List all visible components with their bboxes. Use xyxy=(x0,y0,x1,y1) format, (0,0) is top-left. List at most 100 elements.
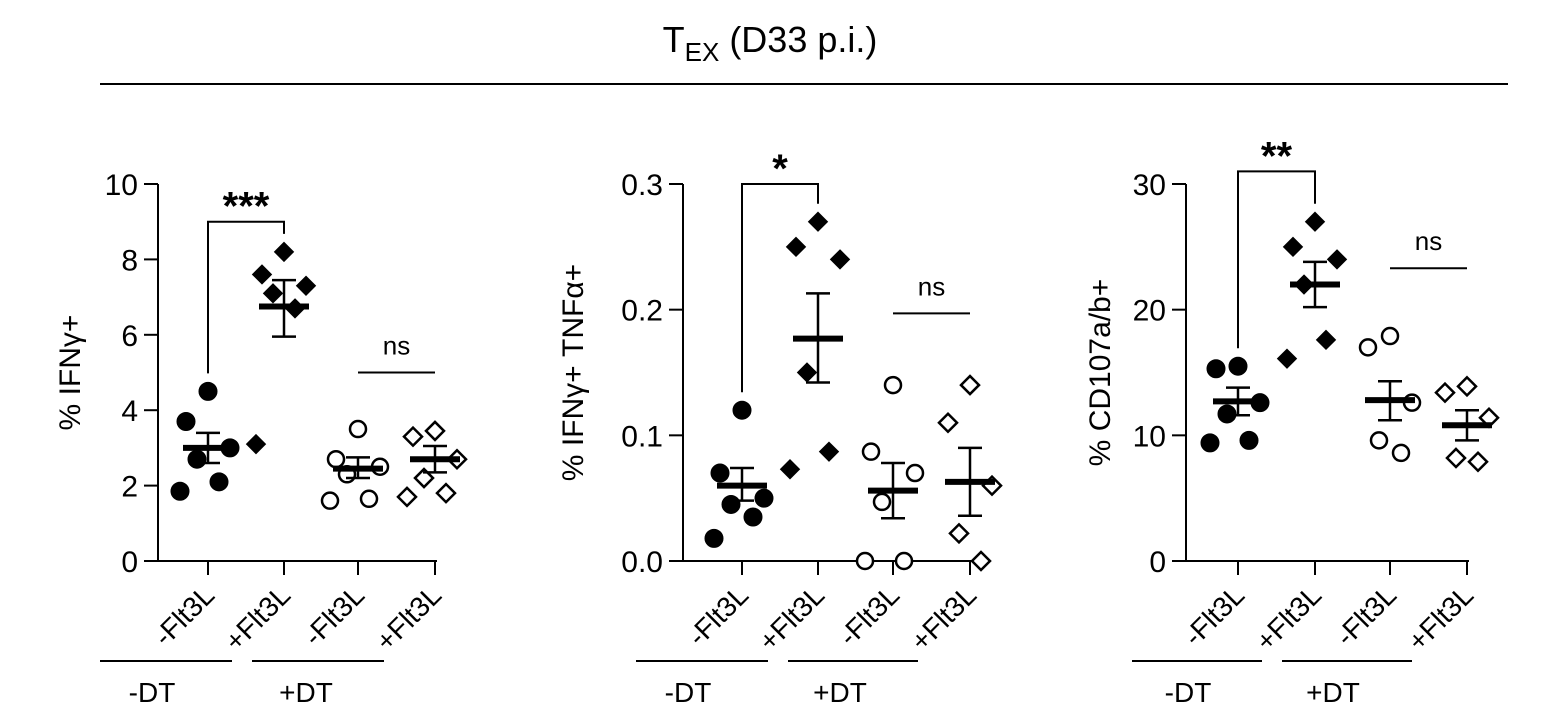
significance-label: ns xyxy=(918,271,945,301)
data-point-circle xyxy=(198,381,218,401)
data-point-circle xyxy=(320,491,340,510)
data-point-diamond xyxy=(402,425,424,448)
data-point-diamond xyxy=(1456,375,1478,398)
data-point-circle xyxy=(743,507,763,527)
data-point-circle xyxy=(1228,356,1248,376)
data-point-circle xyxy=(1239,430,1259,450)
y-axis-label: % IFNγ+ TNFα+ xyxy=(557,264,590,481)
data-point-circle xyxy=(1391,443,1411,463)
y-tick-label: 0.0 xyxy=(621,546,663,579)
data-point-circle xyxy=(894,551,914,571)
y-axis-label: % CD107a/b+ xyxy=(1084,279,1117,467)
data-point-diamond xyxy=(785,236,807,258)
significance-label: ** xyxy=(1261,134,1293,178)
data-point-diamond xyxy=(1282,236,1304,258)
significance-label: ns xyxy=(1415,226,1442,256)
x-category-label: -Flt3L xyxy=(298,579,371,652)
x-category-label: -Flt3L xyxy=(148,579,221,652)
y-tick-label: 2 xyxy=(121,471,138,504)
data-point-diamond xyxy=(424,420,446,442)
significance-bracket xyxy=(1237,170,1316,349)
group-label: -DT xyxy=(1165,677,1212,708)
y-tick-label: 0.2 xyxy=(621,295,663,328)
data-point-circle xyxy=(1200,433,1220,453)
data-point-diamond xyxy=(807,211,829,232)
figure-title-subscript: EX xyxy=(685,37,720,67)
panel-ifng-tnfa: 0.00.10.20.3% IFNγ+ TNFα+-Flt3L+Flt3L -Fl… xyxy=(557,147,1003,708)
data-point-circle xyxy=(710,463,730,483)
data-point-diamond xyxy=(251,264,273,285)
data-point-diamond xyxy=(829,249,851,270)
data-point-circle xyxy=(732,400,752,420)
data-point-diamond xyxy=(948,522,970,545)
data-point-circle xyxy=(754,488,774,508)
y-tick-label: 0 xyxy=(121,546,138,579)
data-point-circle xyxy=(1358,338,1378,357)
data-point-diamond xyxy=(818,441,840,462)
significance-label: ns xyxy=(383,331,410,361)
data-point-diamond xyxy=(1326,249,1348,270)
figure-title: TEX (D33 p.i.) xyxy=(663,19,878,67)
figure-title-main: T xyxy=(663,19,685,60)
significance-label: *** xyxy=(223,185,270,229)
significance-bracket xyxy=(207,220,285,374)
data-point-circle xyxy=(855,551,875,571)
data-point-circle xyxy=(359,489,379,509)
x-category-label: +Flt3L xyxy=(905,579,983,657)
x-category-label: +Flt3L xyxy=(370,579,448,657)
data-point-circle xyxy=(721,494,741,514)
data-point-circle xyxy=(1380,326,1400,346)
x-category-label: -Flt3L xyxy=(833,579,906,652)
y-tick-label: 30 xyxy=(1133,169,1166,202)
data-point-diamond xyxy=(1276,348,1298,369)
data-point-diamond xyxy=(1434,381,1456,404)
data-point-diamond xyxy=(779,459,801,480)
data-point-diamond xyxy=(273,241,295,263)
data-point-circle xyxy=(1206,359,1226,379)
y-tick-label: 4 xyxy=(121,395,138,428)
group-label: +DT xyxy=(279,677,333,708)
data-point-circle xyxy=(176,412,196,432)
data-point-circle xyxy=(861,442,881,461)
x-category-label: -Flt3L xyxy=(1178,579,1251,652)
data-point-diamond xyxy=(1467,450,1489,473)
group-label: -DT xyxy=(665,677,712,708)
data-point-circle xyxy=(170,481,190,501)
data-point-circle xyxy=(704,528,724,548)
x-category-label: -Flt3L xyxy=(682,579,755,652)
y-tick-label: 0.3 xyxy=(621,169,663,202)
x-category-label: -Flt3L xyxy=(1330,579,1403,652)
x-category-label: +Flt3L xyxy=(1250,579,1328,657)
data-point-diamond xyxy=(1445,447,1467,469)
y-tick-label: 0 xyxy=(1149,546,1166,579)
data-point-diamond xyxy=(1315,329,1337,351)
data-point-diamond xyxy=(396,486,418,508)
x-category-label: +Flt3L xyxy=(1402,579,1480,657)
data-point-circle xyxy=(1217,404,1237,424)
y-tick-label: 8 xyxy=(121,244,138,277)
data-point-diamond xyxy=(937,411,959,434)
y-axis-label: % IFNγ+ xyxy=(54,315,87,431)
data-point-diamond xyxy=(435,482,457,504)
data-point-circle xyxy=(905,463,925,483)
data-point-circle xyxy=(209,472,229,492)
data-point-diamond xyxy=(970,550,992,572)
significance-label: * xyxy=(772,147,788,191)
group-label: +DT xyxy=(813,677,867,708)
data-point-circle xyxy=(348,419,368,439)
data-point-diamond xyxy=(1304,211,1326,232)
y-tick-label: 10 xyxy=(1133,420,1166,453)
data-point-diamond xyxy=(295,275,317,296)
figure-title-rest: (D33 p.i.) xyxy=(719,19,877,60)
data-point-diamond xyxy=(959,374,981,396)
svg-text:TEX (D33 p.i.): TEX (D33 p.i.) xyxy=(663,19,878,67)
data-point-circle xyxy=(1369,431,1389,450)
group-label: -DT xyxy=(129,677,176,708)
significance-bracket xyxy=(741,183,819,393)
data-point-diamond xyxy=(796,362,818,383)
x-category-label: +Flt3L xyxy=(219,579,297,657)
y-tick-label: 20 xyxy=(1133,295,1166,328)
